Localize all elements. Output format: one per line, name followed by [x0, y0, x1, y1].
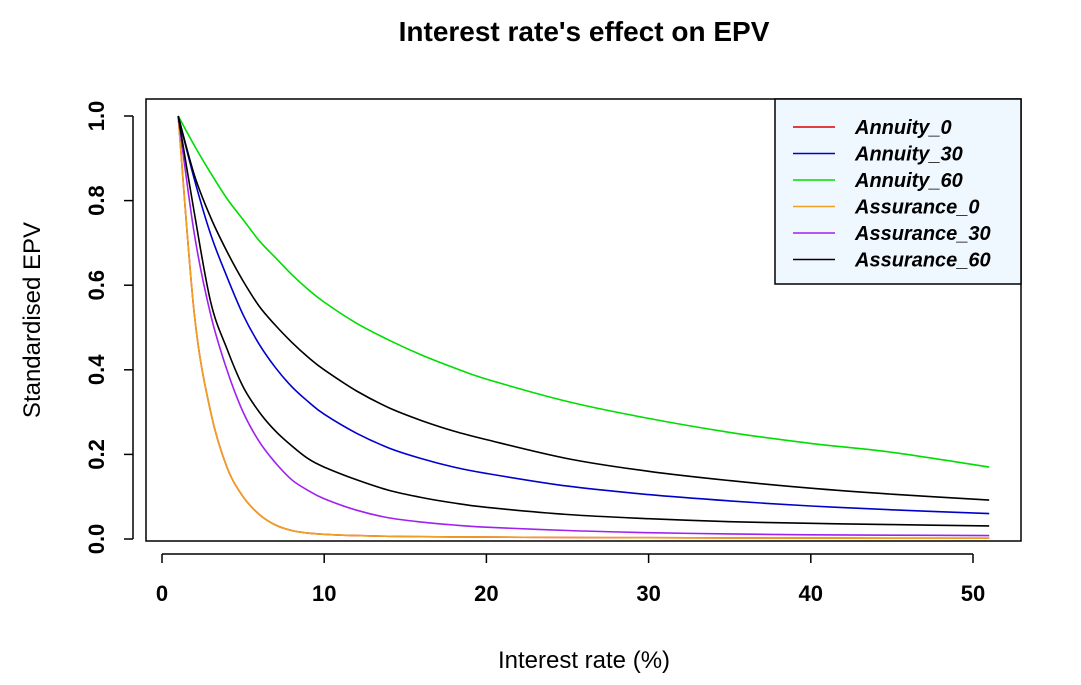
series-layer — [177, 115, 990, 540]
series-line-unlabeled-6 — [177, 115, 990, 501]
y-tick-label: 0.8 — [84, 185, 109, 216]
series-line-assurance-30 — [177, 115, 990, 537]
y-axis: 0.0 0.2 0.4 0.6 0.8 1.0 — [84, 101, 134, 555]
legend-label: Assurance_60 — [854, 250, 991, 272]
x-tick-label: 20 — [474, 581, 498, 606]
series-line-assurance-0 — [177, 115, 990, 540]
series-line-annuity-60 — [177, 115, 990, 468]
series-line-annuity-30 — [177, 115, 990, 515]
legend-label: Annuity_60 — [854, 170, 963, 192]
legend-box — [774, 98, 1022, 285]
y-tick-label: 0.4 — [84, 354, 109, 385]
legend-label: Annuity_30 — [854, 144, 963, 166]
legend-label: Assurance_0 — [854, 197, 980, 219]
y-tick-label: 0.2 — [84, 439, 109, 470]
x-tick-label: 30 — [636, 581, 660, 606]
legend-label: Assurance_30 — [854, 223, 991, 245]
x-tick-label: 0 — [156, 581, 168, 606]
y-axis-title: Standardised EPV — [19, 222, 46, 418]
x-axis: 0 10 20 30 40 50 — [156, 553, 985, 606]
legend: Annuity_0 Annuity_30 Annuity_60 Assurance_0… — [774, 98, 1022, 285]
x-tick-label: 40 — [799, 581, 823, 606]
y-tick-label: 0.0 — [84, 524, 109, 555]
y-tick-label: 1.0 — [84, 101, 109, 132]
y-tick-label: 0.6 — [84, 270, 109, 301]
legend-label: Annuity_0 — [854, 117, 952, 139]
x-tick-label: 50 — [961, 581, 985, 606]
x-tick-label: 10 — [312, 581, 336, 606]
chart-title: Interest rate's effect on EPV — [399, 16, 770, 47]
plot-area-frame — [145, 98, 1022, 542]
series-line-assurance-60 — [177, 115, 990, 527]
x-axis-title: Interest rate (%) — [498, 647, 670, 674]
